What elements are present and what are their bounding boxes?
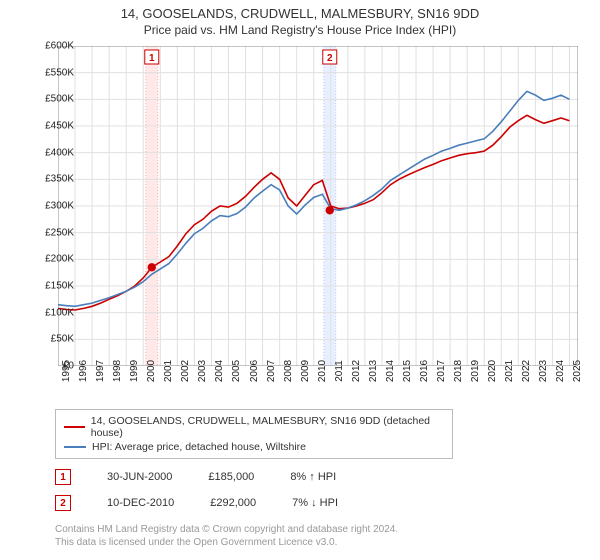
legend-swatch — [64, 446, 86, 448]
x-tick-label: 1997 — [95, 360, 106, 382]
x-tick-label: 2002 — [180, 360, 191, 382]
sale-price: £185,000 — [208, 471, 254, 483]
x-tick-label: 2005 — [231, 360, 242, 382]
x-tick-label: 2017 — [436, 360, 447, 382]
y-tick-label: £600K — [45, 41, 74, 52]
x-tick-label: 2024 — [555, 360, 566, 382]
x-tick-label: 2014 — [385, 360, 396, 382]
y-tick-label: £450K — [45, 121, 74, 132]
x-tick-label: 2001 — [163, 360, 174, 382]
x-tick-label: 2021 — [504, 360, 515, 382]
legend-item-hpi: HPI: Average price, detached house, Wilt… — [64, 440, 444, 454]
sale-date: 30-JUN-2000 — [107, 471, 172, 483]
x-tick-label: 2025 — [572, 360, 583, 382]
sale-row-2: 2 10-DEC-2010 £292,000 7% ↓ HPI — [55, 495, 600, 511]
x-tick-label: 2015 — [402, 360, 413, 382]
y-tick-label: £550K — [45, 67, 74, 78]
x-tick-label: 2012 — [351, 360, 362, 382]
x-tick-label: 2003 — [197, 360, 208, 382]
y-tick-label: £150K — [45, 281, 74, 292]
chart-svg: 12 — [58, 46, 578, 366]
sale-badge: 1 — [55, 469, 71, 485]
sale-badge: 2 — [55, 495, 71, 511]
x-tick-label: 2016 — [419, 360, 430, 382]
x-tick-label: 2007 — [266, 360, 277, 382]
y-tick-label: £250K — [45, 227, 74, 238]
title-address: 14, GOOSELANDS, CRUDWELL, MALMESBURY, SN… — [0, 6, 600, 21]
title-subtitle: Price paid vs. HM Land Registry's House … — [0, 23, 600, 37]
svg-text:2: 2 — [327, 53, 333, 64]
x-tick-label: 2011 — [334, 360, 345, 382]
y-tick-label: £200K — [45, 254, 74, 265]
legend-label: HPI: Average price, detached house, Wilt… — [92, 441, 306, 453]
sale-date: 10-DEC-2010 — [107, 497, 174, 509]
x-tick-label: 2023 — [538, 360, 549, 382]
x-tick-label: 1998 — [112, 360, 123, 382]
x-tick-label: 1996 — [78, 360, 89, 382]
sale-row-1: 1 30-JUN-2000 £185,000 8% ↑ HPI — [55, 469, 600, 485]
sale-delta: 8% ↑ HPI — [290, 471, 336, 483]
svg-text:1: 1 — [149, 53, 155, 64]
x-tick-label: 2010 — [317, 360, 328, 382]
sale-delta: 7% ↓ HPI — [292, 497, 338, 509]
y-tick-label: £350K — [45, 174, 74, 185]
legend-label: 14, GOOSELANDS, CRUDWELL, MALMESBURY, SN… — [91, 415, 444, 439]
x-tick-label: 2018 — [453, 360, 464, 382]
footer: Contains HM Land Registry data © Crown c… — [55, 523, 600, 549]
sale-price: £292,000 — [210, 497, 256, 509]
x-tick-label: 2006 — [249, 360, 260, 382]
y-tick-label: £50K — [51, 334, 74, 345]
legend-swatch — [64, 426, 85, 428]
chart-container: 14, GOOSELANDS, CRUDWELL, MALMESBURY, SN… — [0, 0, 600, 549]
chart-area: 12 £0£50K£100K£150K£200K£250K£300K£350K£… — [40, 41, 600, 401]
x-tick-label: 2004 — [214, 360, 225, 382]
y-tick-label: £300K — [45, 201, 74, 212]
x-tick-label: 2013 — [368, 360, 379, 382]
title-block: 14, GOOSELANDS, CRUDWELL, MALMESBURY, SN… — [0, 0, 600, 41]
y-tick-label: £400K — [45, 147, 74, 158]
x-tick-label: 1999 — [129, 360, 140, 382]
y-tick-label: £100K — [45, 307, 74, 318]
legend-item-property: 14, GOOSELANDS, CRUDWELL, MALMESBURY, SN… — [64, 414, 444, 440]
legend: 14, GOOSELANDS, CRUDWELL, MALMESBURY, SN… — [55, 409, 453, 459]
y-tick-label: £500K — [45, 94, 74, 105]
footer-line2: This data is licensed under the Open Gov… — [55, 536, 600, 549]
x-tick-label: 2008 — [283, 360, 294, 382]
x-tick-label: 2009 — [300, 360, 311, 382]
x-tick-label: 2020 — [487, 360, 498, 382]
x-tick-label: 1995 — [61, 360, 72, 382]
footer-line1: Contains HM Land Registry data © Crown c… — [55, 523, 600, 536]
x-tick-label: 2022 — [521, 360, 532, 382]
x-tick-label: 2000 — [146, 360, 157, 382]
x-tick-label: 2019 — [470, 360, 481, 382]
